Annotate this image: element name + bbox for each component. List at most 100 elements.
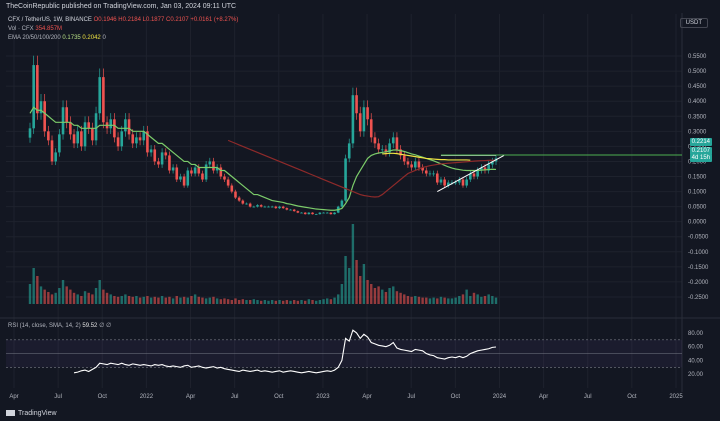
candle-body — [248, 203, 252, 207]
candle-body — [142, 131, 146, 141]
price-tick-label: 0.0000 — [688, 220, 707, 226]
candle-body — [410, 164, 413, 168]
volume-bar — [329, 299, 333, 304]
candle-body — [421, 167, 424, 171]
candle-body — [113, 119, 116, 138]
rsi-tick-label: 40.00 — [688, 358, 704, 364]
candle-body — [377, 143, 380, 150]
candle-body — [472, 173, 476, 177]
price-tick-label: -0.2000 — [688, 280, 709, 286]
candle-body — [160, 152, 164, 165]
volume-bar — [153, 296, 156, 304]
volume-bar — [168, 296, 171, 304]
volume-bar — [359, 276, 362, 304]
volume-bar — [483, 296, 487, 304]
candle-body — [413, 161, 417, 168]
volume-bar — [219, 299, 223, 304]
volume-bar — [69, 289, 72, 304]
candle-body — [245, 203, 248, 205]
volume-bar — [292, 300, 296, 304]
candle-body — [380, 149, 384, 151]
candle-body — [351, 95, 355, 144]
volume-bar — [94, 288, 98, 304]
volume-bar — [109, 294, 112, 304]
volume-bar — [131, 296, 134, 304]
volume-bar — [410, 296, 413, 304]
volume-bar — [274, 300, 278, 304]
candle-body — [278, 206, 281, 209]
candle-body — [432, 173, 435, 175]
candle-body — [329, 212, 333, 215]
rsi-panel — [6, 329, 682, 374]
volume-bar — [307, 299, 311, 304]
time-tick-label: Apr — [9, 394, 18, 400]
volume-bar — [439, 296, 443, 304]
volume-bar — [113, 296, 116, 304]
candle-body — [69, 122, 72, 135]
candle-body — [204, 164, 208, 180]
candle-body — [153, 149, 157, 162]
volume-bar — [318, 300, 322, 304]
volume-bar — [259, 300, 263, 304]
volume-bar — [355, 260, 358, 304]
volume-bar — [340, 284, 344, 304]
legend-rsi: RSI (14, close, SMA, 14, 2) 59.52 ∅ ∅ — [8, 322, 111, 330]
publisher-banner: TheCoinRepublic published on TradingView… — [6, 3, 237, 10]
volume-bar — [47, 292, 50, 304]
grid-lines — [0, 13, 720, 392]
volume-bar — [425, 297, 428, 304]
candle-body — [212, 161, 215, 171]
candle-body — [281, 206, 285, 209]
axis-labels: 0.55000.50000.45000.40000.35000.30000.25… — [9, 54, 709, 400]
price-tick-label: 0.5000 — [688, 69, 707, 75]
price-tick-label: 0.3000 — [688, 129, 707, 135]
rsi-line — [73, 329, 497, 374]
rsi-tick-label: 20.00 — [688, 372, 704, 378]
candle-body — [344, 158, 347, 201]
candle-body — [157, 161, 160, 165]
legend-volume: Vol · CFX 354.857M — [8, 25, 62, 33]
candle-body — [454, 182, 457, 184]
volume-bar — [223, 298, 226, 304]
candle-body — [241, 200, 245, 204]
candle-body — [483, 167, 487, 171]
candle-body — [480, 167, 483, 171]
candle-body — [439, 179, 443, 183]
time-tick-label: 2024 — [493, 394, 507, 400]
price-tick-label: -0.1500 — [688, 265, 709, 271]
candle-body — [256, 205, 259, 207]
legend-ema-v2: 0.2042 — [82, 35, 101, 41]
price-tick-label: 0.1000 — [688, 190, 707, 196]
volume-bar — [182, 296, 186, 304]
volume-bar — [135, 296, 138, 304]
candle-body — [300, 212, 303, 214]
time-tick-label: Jul — [407, 394, 415, 400]
price-tick-label: 0.0500 — [688, 205, 707, 211]
candle-body — [347, 143, 351, 159]
candle-body — [91, 128, 94, 141]
volume-bar — [296, 300, 300, 304]
volume-bar — [348, 268, 351, 304]
volume-bar — [465, 289, 468, 304]
currency-selector[interactable]: USDT — [679, 18, 708, 28]
candle-body — [197, 167, 201, 174]
volume-bar — [377, 286, 380, 304]
triangle-lower-line — [437, 154, 505, 193]
volume-bar — [395, 291, 399, 304]
volume-bar — [39, 286, 43, 304]
time-tick-label: Jul — [584, 394, 592, 400]
time-tick-label: Jul — [54, 394, 62, 400]
candle-body — [388, 143, 391, 153]
candle-body — [102, 77, 105, 123]
volume-bar — [83, 291, 87, 304]
candle-body — [54, 152, 57, 162]
volume-bar — [248, 300, 252, 304]
candle-body — [366, 107, 369, 120]
volume-bar — [204, 298, 208, 304]
candle-body — [384, 149, 388, 153]
volume-bar — [270, 300, 274, 304]
volume-bar — [443, 297, 446, 304]
candle-body — [373, 137, 377, 144]
volume-bar — [403, 294, 406, 304]
